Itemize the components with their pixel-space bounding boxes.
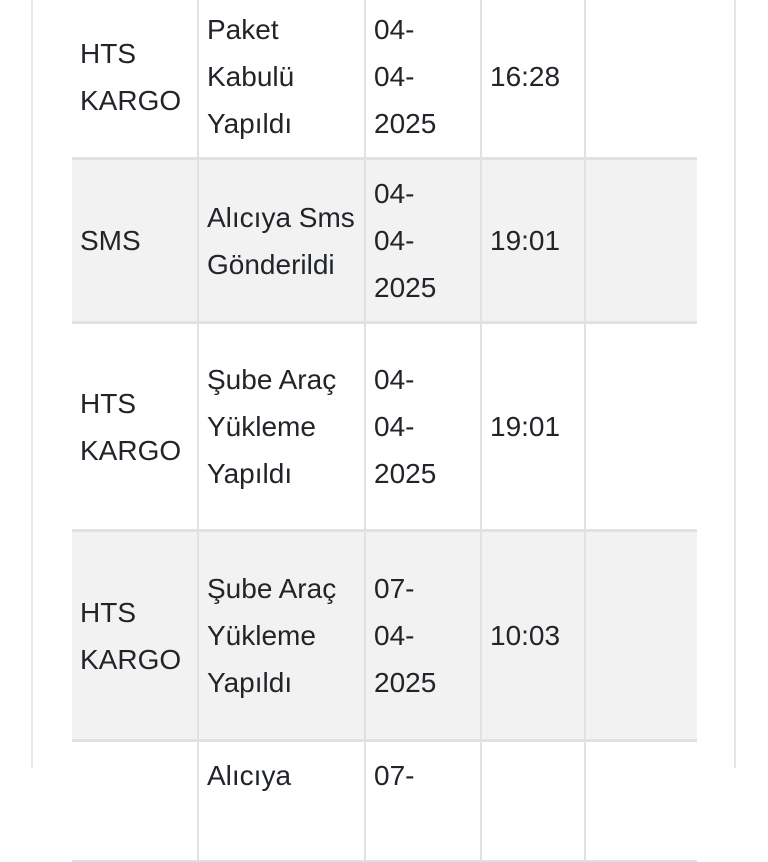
table-row: SMS Alıcıya Sms Gönderildi 04- 04- 2025 19:01: [72, 157, 697, 324]
table-row: HTS KARGO Paket Kabulü Yapıldı 04- 04- 2025 1…: [72, 0, 697, 160]
cell-time: 19:01: [480, 157, 586, 324]
cell-company: SMS: [72, 157, 199, 324]
page-container: [31, 0, 736, 768]
cell-status: Şube Araç Yükleme Yapıldı: [197, 529, 366, 742]
cell-status: Paket Kabulü Yapıldı: [197, 0, 366, 160]
table-row: Alıcıya 07-: [72, 739, 697, 862]
cell-extra: [584, 529, 697, 742]
cell-extra: [584, 0, 697, 160]
cell-company: HTS KARGO: [72, 529, 199, 742]
table-row: HTS KARGO Şube Araç Yükleme Yapıldı 07- 04-…: [72, 529, 697, 742]
cell-company: [72, 739, 199, 862]
tracking-table: HTS KARGO Paket Kabulü Yapıldı 04- 04- 2025 1…: [72, 0, 697, 862]
cell-extra: [584, 321, 697, 532]
cell-date: 04- 04- 2025: [364, 321, 482, 532]
cell-status: Alıcıya Sms Gönderildi: [197, 157, 366, 324]
cell-extra: [584, 739, 697, 862]
cell-status: Şube Araç Yükleme Yapıldı: [197, 321, 366, 532]
cell-time: 19:01: [480, 321, 586, 532]
tracking-table-container: HTS KARGO Paket Kabulü Yapıldı 04- 04- 2025 1…: [72, 0, 697, 862]
cell-date: 07-: [364, 739, 482, 862]
cell-time: 16:28: [480, 0, 586, 160]
cell-company: HTS KARGO: [72, 0, 199, 160]
cell-status: Alıcıya: [197, 739, 366, 862]
cell-company: HTS KARGO: [72, 321, 199, 532]
table-row: HTS KARGO Şube Araç Yükleme Yapıldı 04- 04-…: [72, 321, 697, 532]
cell-time: 10:03: [480, 529, 586, 742]
cell-date: 07- 04- 2025: [364, 529, 482, 742]
cell-extra: [584, 157, 697, 324]
cell-date: 04- 04- 2025: [364, 157, 482, 324]
cell-time: [480, 739, 586, 862]
cell-date: 04- 04- 2025: [364, 0, 482, 160]
